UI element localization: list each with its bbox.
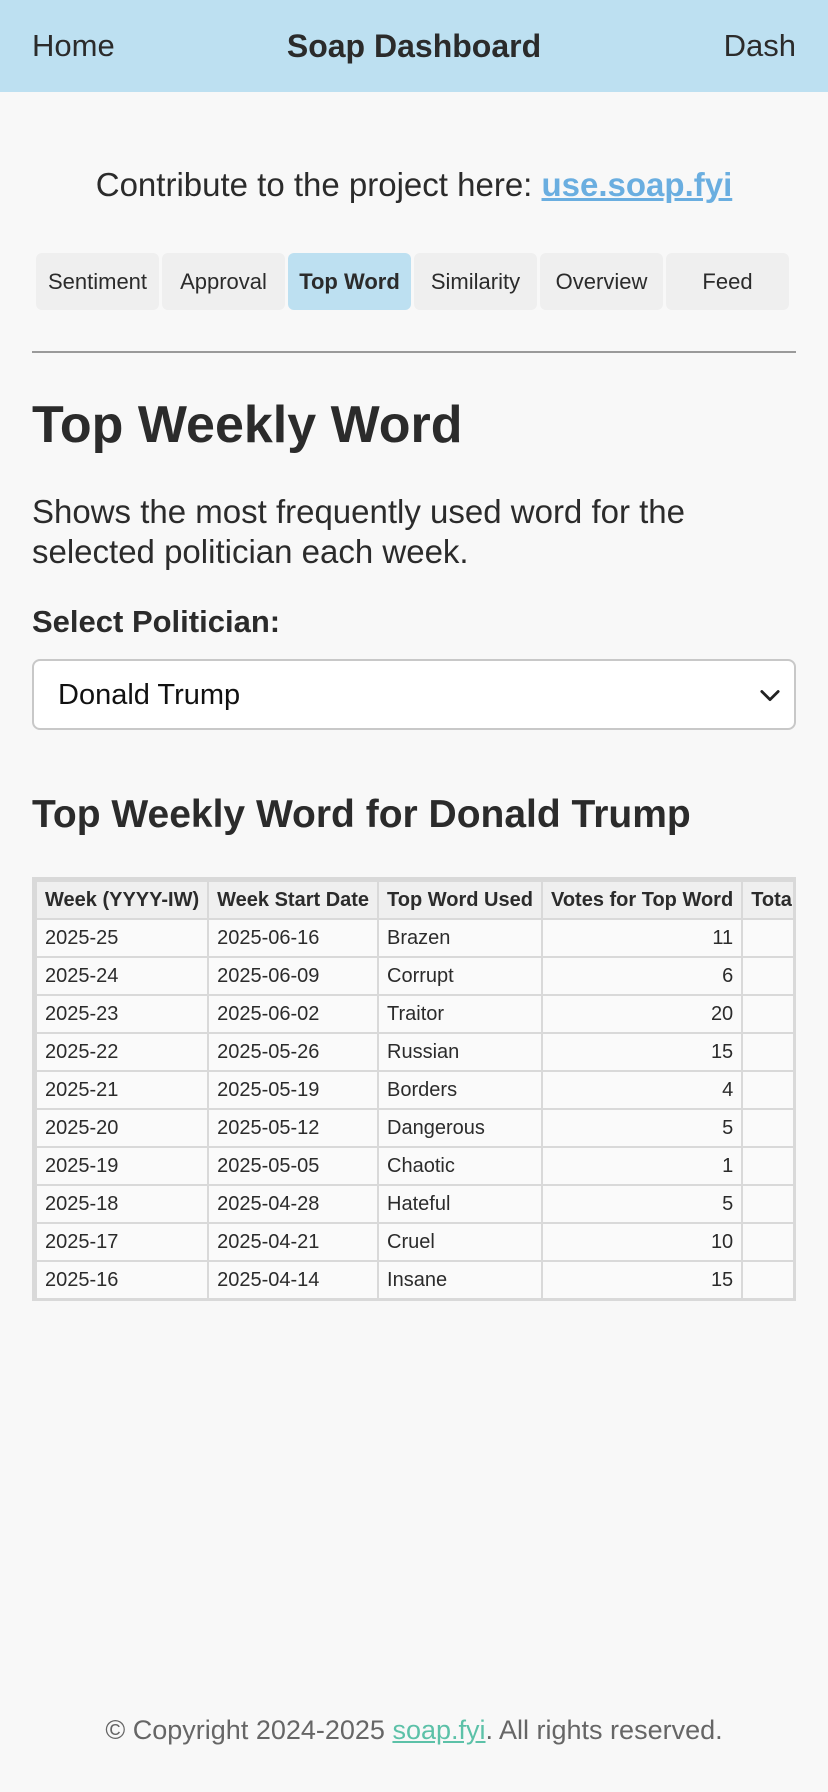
tab-sentiment[interactable]: Sentiment [36,253,159,310]
dashboard-tabs: Sentiment Approval Top Word Similarity Overv… [36,253,789,310]
contribute-line: Contribute to the project here: use.soap… [0,166,828,204]
table-cell: Borders [377,1070,543,1110]
table-cell: 2025-04-14 [207,1260,380,1298]
top-nav-bar: Home Soap Dashboard Dash [0,0,828,92]
table-cell: Dangerous [377,1108,543,1148]
table-cell-clipped [741,918,793,958]
divider [32,351,796,353]
table-cell: 15 [540,1260,744,1298]
home-link[interactable]: Home [32,28,115,63]
table-row: 2025-24 2025-06-09 Corrupt 6 [35,956,793,996]
table-row: 2025-18 2025-04-28 Hateful 5 [35,1184,793,1224]
table-cell: 5 [540,1108,744,1148]
select-politician-label: Select Politician: [32,604,281,639]
contribute-link[interactable]: use.soap.fyi [541,166,733,203]
table-cell: 2025-05-12 [207,1108,380,1148]
table-cell: 20 [540,994,744,1034]
table-cell: 2025-18 [35,1184,210,1224]
footer: © Copyright 2024-2025 soap.fyi. All righ… [0,1715,828,1746]
table-cell: Hateful [377,1184,543,1224]
dash-link[interactable]: Dash [723,28,796,63]
table-row: 2025-21 2025-05-19 Borders 4 [35,1070,793,1110]
tab-approval[interactable]: Approval [162,253,285,310]
table-cell: Chaotic [377,1146,543,1186]
table-cell: 6 [540,956,744,996]
table-cell: 2025-24 [35,956,210,996]
site-title: Soap Dashboard [286,28,542,64]
contribute-text: Contribute to the project here: [95,166,542,203]
table-cell: 2025-20 [35,1108,210,1148]
table-cell: 4 [540,1070,744,1110]
table-cell: 2025-25 [35,918,210,958]
table-cell-clipped [741,1070,793,1110]
section-title: Top Weekly Word for Donald Trump [32,793,691,836]
table-cell: 15 [540,1032,744,1072]
table-cell: 2025-06-09 [207,956,380,996]
table-cell-clipped [741,1184,793,1224]
table-cell-clipped [741,1260,793,1298]
column-header[interactable]: Total Votes [741,880,793,920]
tab-overview[interactable]: Overview [540,253,663,310]
table-cell: 2025-06-16 [207,918,380,958]
tab-similarity[interactable]: Similarity [414,253,537,310]
tab-feed[interactable]: Feed [666,253,789,310]
footer-link[interactable]: soap.fyi [392,1715,486,1745]
table-row: 2025-25 2025-06-16 Brazen 11 [35,918,793,958]
chevron-down-icon [760,690,780,702]
table-cell: 2025-05-19 [207,1070,380,1110]
column-header[interactable]: Week Start Date [207,880,380,920]
table-cell: 1 [540,1146,744,1186]
table-row: 2025-19 2025-05-05 Chaotic 1 [35,1146,793,1186]
table-cell-clipped [741,994,793,1034]
table-row: 2025-20 2025-05-12 Dangerous 5 [35,1108,793,1148]
footer-copyright: © Copyright 2024-2025 [105,1715,393,1745]
table-cell: Traitor [377,994,543,1034]
table-header-row: Week (YYYY-IW) Week Start Date Top Word Us… [35,880,793,920]
table-cell: 2025-04-28 [207,1184,380,1224]
table-row: 2025-23 2025-06-02 Traitor 20 [35,994,793,1034]
table-cell: Russian [377,1032,543,1072]
weekly-word-table: Week (YYYY-IW) Week Start Date Top Word Us… [35,880,793,1298]
table-cell: 11 [540,918,744,958]
politician-select-value: Donald Trump [58,679,241,711]
politician-select[interactable]: Donald Trump [32,659,796,730]
table-cell: 2025-06-02 [207,994,380,1034]
table-cell-clipped [741,1108,793,1148]
table-cell-clipped [741,1146,793,1186]
table-cell: 2025-22 [35,1032,210,1072]
table-row: 2025-22 2025-05-26 Russian 15 [35,1032,793,1072]
page-title: Top Weekly Word [32,396,463,454]
weekly-word-table-container[interactable]: Week (YYYY-IW) Week Start Date Top Word Us… [32,877,796,1301]
table-cell: 10 [540,1222,744,1262]
table-cell: 2025-23 [35,994,210,1034]
footer-suffix: . All rights reserved. [485,1715,723,1745]
table-cell-clipped [741,956,793,996]
table-cell: 2025-05-26 [207,1032,380,1072]
table-cell-clipped [741,1032,793,1072]
table-cell: Cruel [377,1222,543,1262]
page-description: Shows the most frequently used word for … [32,493,686,570]
table-cell: 2025-17 [35,1222,210,1262]
table-cell: 2025-21 [35,1070,210,1110]
table-cell: 2025-05-05 [207,1146,380,1186]
table-cell: Insane [377,1260,543,1298]
table-cell: 2025-04-21 [207,1222,380,1262]
column-header[interactable]: Week (YYYY-IW) [35,880,210,920]
tab-top-word[interactable]: Top Word [288,253,411,310]
table-cell-clipped [741,1222,793,1262]
table-cell: 2025-19 [35,1146,210,1186]
table-cell: 5 [540,1184,744,1224]
column-header[interactable]: Votes for Top Word [540,880,744,920]
table-cell: Brazen [377,918,543,958]
column-header[interactable]: Top Word Used [377,880,543,920]
table-cell: 2025-16 [35,1260,210,1298]
table-row: 2025-17 2025-04-21 Cruel 10 [35,1222,793,1262]
table-cell: Corrupt [377,956,543,996]
table-row: 2025-16 2025-04-14 Insane 15 [35,1260,793,1298]
